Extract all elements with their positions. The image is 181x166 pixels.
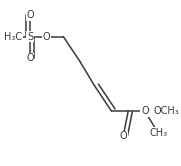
Text: S: S <box>27 32 33 42</box>
Text: O: O <box>119 131 127 141</box>
Text: O: O <box>141 106 149 116</box>
Text: H₃C: H₃C <box>4 32 22 42</box>
Text: O: O <box>26 10 34 20</box>
Text: O: O <box>141 106 149 116</box>
Text: OCH₃: OCH₃ <box>153 106 179 116</box>
Text: CH₃: CH₃ <box>149 128 167 138</box>
Text: O: O <box>26 53 34 63</box>
Text: O: O <box>43 32 50 42</box>
